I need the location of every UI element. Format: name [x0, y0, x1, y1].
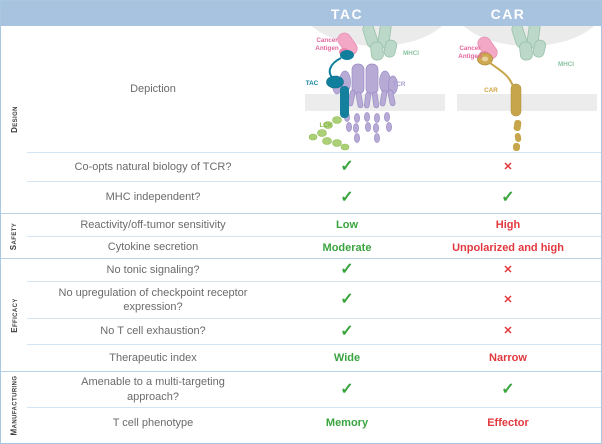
- car-mhci-label: MHCI: [558, 61, 574, 68]
- car-cross-cell: ✕: [415, 326, 601, 337]
- table-row: Reactivity/off-tumor sensitivity Low High: [27, 214, 601, 236]
- car-cross-cell: ✕: [415, 293, 601, 306]
- table-row: No upregulation of checkpoint receptor e…: [27, 281, 601, 318]
- check-icon: ✓: [340, 261, 354, 278]
- section-label-manufacturing: Manufacturing: [9, 375, 19, 435]
- section-label-safety: Safety: [9, 222, 19, 250]
- tac-receptor-diagram: Cancer Antigen MHCI TAC TCR LCK: [305, 26, 445, 151]
- car-cancer-antigen-label-2: Antigen: [458, 53, 482, 60]
- tac-label: TAC: [306, 80, 319, 87]
- criterion-label: Co-opts natural biology of TCR?: [74, 160, 232, 173]
- tac-check-cell: ✓: [279, 262, 415, 278]
- tac-value-cell: Memory: [325, 417, 369, 429]
- car-receptor-diagram: Cancer Antigen MHCI CAR: [457, 26, 597, 152]
- lck-label: LCK: [320, 122, 333, 129]
- check-icon: ✓: [340, 291, 354, 308]
- cross-icon: ✕: [503, 263, 513, 276]
- table-row: No tonic signaling? ✓ ✕: [27, 259, 601, 281]
- table-row: Co-opts natural biology of TCR? ✓ ✕: [27, 152, 601, 181]
- criterion-label: Therapeutic index: [109, 351, 197, 364]
- car-label: CAR: [484, 87, 498, 94]
- tac-mhci-label: MHCI: [403, 50, 419, 57]
- car-cross-cell: ✕: [415, 263, 601, 276]
- column-header-car: CAR: [490, 5, 526, 22]
- check-icon: ✓: [501, 380, 515, 398]
- receptor-diagrams: Cancer Antigen MHCI TAC TCR LCK: [279, 26, 601, 152]
- cross-icon: ✕: [503, 160, 513, 173]
- tac-value-cell: Low: [336, 219, 358, 231]
- criterion-label: No upregulation of checkpoint receptor e…: [58, 286, 248, 313]
- mhci-molecule-shape: [511, 26, 547, 61]
- car-value-cell: High: [495, 219, 521, 231]
- check-icon: ✓: [340, 322, 354, 340]
- car-value-cell: Narrow: [489, 352, 527, 364]
- car-check-cell: ✓: [415, 380, 601, 398]
- tac-cancer-antigen-label: Cancer: [316, 37, 338, 44]
- table-row: Amenable to a multi-targeting approach? ✓…: [27, 372, 601, 407]
- tac-check-cell: ✓: [279, 322, 415, 340]
- section-manufacturing: Manufacturing Amenable to a multi-target…: [1, 371, 601, 438]
- t-cell-membrane-shape: [457, 94, 597, 111]
- tac-value-cell: Wide: [333, 352, 361, 364]
- cross-icon: ✕: [503, 325, 513, 337]
- column-header-tac: TAC: [330, 5, 364, 22]
- table-row: No T cell exhaustion? ✓ ✕: [27, 318, 601, 344]
- tac-cancer-antigen-label-2: Antigen: [315, 45, 339, 52]
- section-design: Design Depiction: [1, 26, 601, 213]
- criterion-label: No T cell exhaustion?: [100, 325, 206, 338]
- tac-check-cell: ✓: [279, 292, 415, 308]
- lck-molecule-shape: [308, 116, 350, 151]
- criterion-label: MHC independent?: [105, 191, 201, 204]
- criterion-label: No tonic signaling?: [106, 263, 200, 276]
- section-label-efficacy: Efficacy: [9, 297, 19, 333]
- car-cross-cell: ✕: [415, 160, 601, 173]
- criterion-label: Cytokine secretion: [107, 241, 199, 254]
- table-row: Cytokine secretion Moderate Unpolarized an…: [27, 236, 601, 258]
- table-header: TAC CAR: [1, 1, 601, 26]
- tac-receptor-shape: [326, 50, 354, 118]
- check-icon: ✓: [340, 158, 354, 175]
- tac-value-cell: Moderate: [322, 241, 372, 254]
- table-row: T cell phenotype Memory Effector: [27, 407, 601, 438]
- check-icon: ✓: [340, 380, 354, 398]
- criterion-label: T cell phenotype: [112, 416, 194, 429]
- car-check-cell: ✓: [415, 188, 601, 206]
- depiction-label: Depiction: [130, 82, 176, 95]
- tac-check-cell: ✓: [279, 380, 415, 398]
- car-value-cell: Unpolarized and high: [452, 241, 564, 254]
- criterion-label: Reactivity/off-tumor sensitivity: [80, 218, 226, 231]
- mhci-molecule-shape: [362, 26, 398, 61]
- criterion-label: Amenable to a multi-targeting approach?: [81, 376, 225, 403]
- car-value-cell: Effector: [487, 417, 529, 429]
- tcr-label: TCR: [393, 81, 406, 88]
- section-safety: Safety Reactivity/off-tumor sensitivity L…: [1, 213, 601, 258]
- cross-icon: ✕: [503, 293, 513, 306]
- section-label-design: Design: [9, 106, 19, 133]
- header-spacer: [1, 1, 279, 26]
- car-cancer-antigen-label: Cancer: [459, 45, 481, 52]
- tac-check-cell: ✓: [279, 159, 415, 175]
- table-row: MHC independent? ✓ ✓: [27, 181, 601, 213]
- bottom-spacer: [1, 438, 601, 443]
- check-icon: ✓: [501, 188, 515, 206]
- section-efficacy: Efficacy No tonic signaling? ✓ ✕ No upregul…: [1, 258, 601, 371]
- table-row: Therapeutic index Wide Narrow: [27, 344, 601, 371]
- depiction-row: Depiction: [27, 26, 601, 152]
- car-receptor-shape: [477, 52, 522, 152]
- tac-check-cell: ✓: [279, 188, 415, 206]
- check-icon: ✓: [340, 188, 354, 206]
